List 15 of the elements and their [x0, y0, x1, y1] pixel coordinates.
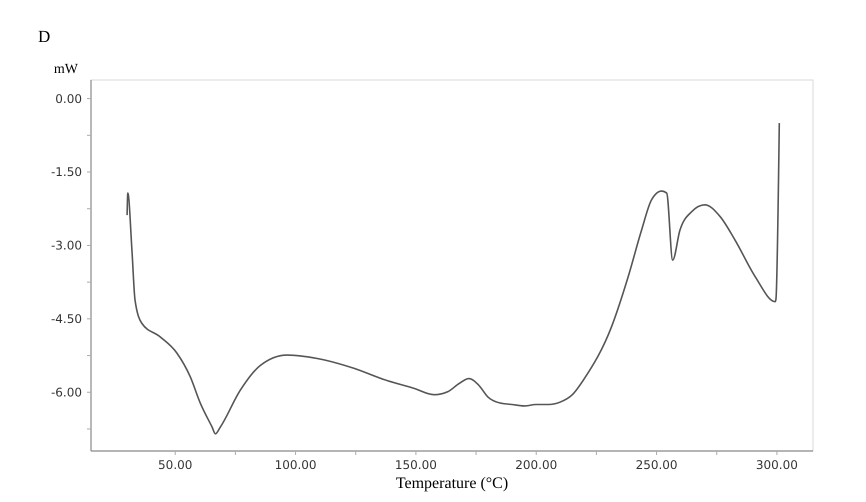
x-tick-label: 50.00	[158, 458, 192, 472]
x-axis-title: Temperature (°C)	[396, 475, 508, 492]
y-axis-title: mW	[54, 62, 79, 77]
line-series	[126, 122, 780, 435]
x-tick-label: 200.00	[515, 458, 558, 472]
x-tick-label: 300.00	[756, 458, 798, 472]
x-tick-label: 250.00	[636, 458, 678, 472]
x-tick-label: 100.00	[274, 458, 317, 472]
y-tick-label: -3.00	[50, 238, 82, 253]
chart-title: D	[38, 27, 50, 46]
y-tick-label: -6.00	[50, 385, 82, 400]
y-tick-label: -1.50	[50, 165, 82, 180]
y-tick-label: 0.00	[55, 92, 82, 106]
x-tick-label: 150.00	[394, 458, 437, 472]
y-tick-label: -4.50	[50, 312, 82, 326]
